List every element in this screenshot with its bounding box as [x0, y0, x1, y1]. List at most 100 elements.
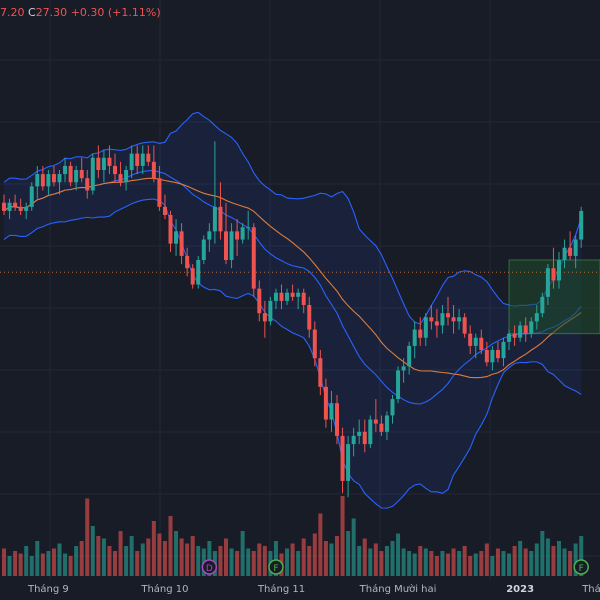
candle-body — [412, 329, 417, 346]
volume-bar — [240, 531, 245, 576]
volume-bar — [412, 553, 417, 576]
volume-bar — [407, 551, 412, 576]
candle-body — [118, 174, 123, 183]
volume-bar — [335, 536, 339, 576]
candle-body — [507, 333, 512, 342]
candle-body — [129, 153, 134, 170]
volume-bar — [479, 551, 484, 576]
candle-body — [357, 431, 362, 436]
volume-bar — [340, 496, 345, 576]
volume-bar — [207, 541, 212, 576]
x-axis-label: Tháng 11 — [257, 583, 305, 595]
volume-bar — [518, 541, 523, 576]
volume-bar — [368, 548, 373, 576]
change-value: +0.30 (+1.11%) — [70, 6, 161, 19]
candle-body — [7, 202, 12, 211]
volume-bar — [346, 531, 351, 576]
candle-body — [379, 423, 384, 432]
volume-bar — [224, 538, 228, 576]
x-axis-label: Tháng — [581, 583, 600, 595]
close-label: C — [28, 6, 36, 19]
bollinger-lower-line — [3, 198, 582, 509]
volume-bar — [57, 543, 62, 576]
candle-body — [301, 292, 306, 305]
candle-body — [346, 444, 351, 481]
candle-body — [457, 317, 462, 322]
candle-body — [68, 165, 73, 183]
volume-bar — [79, 541, 84, 576]
event-marker-label: F — [579, 564, 584, 574]
candle-body — [473, 337, 478, 346]
volume-bar — [13, 551, 18, 576]
candle-body — [246, 227, 251, 229]
candle-body — [57, 174, 62, 183]
x-axis-label: 2023 — [506, 584, 534, 595]
x-axis-label: Tháng 10 — [140, 583, 188, 595]
candle-body — [212, 206, 217, 232]
candle-body — [273, 292, 278, 301]
candle-body — [529, 321, 534, 334]
candle-body — [534, 313, 539, 322]
volume-bar — [351, 518, 356, 576]
candle-body — [101, 157, 106, 170]
volume-bar — [440, 551, 445, 576]
x-axis-label: Tháng 9 — [27, 583, 69, 595]
candle-body — [279, 292, 284, 301]
volume-bar — [373, 543, 378, 576]
volume-bar — [312, 533, 317, 576]
volume-bar — [218, 546, 223, 576]
volume-bar — [512, 546, 517, 576]
candle-body — [285, 292, 290, 301]
candle-body — [196, 260, 201, 285]
candle-body — [124, 170, 129, 183]
candle-body — [96, 157, 101, 170]
volume-bar — [557, 541, 561, 576]
candle-body — [140, 153, 145, 166]
volume-bar — [85, 498, 90, 576]
volume-bar — [579, 536, 584, 576]
candle-body — [495, 350, 500, 359]
candle-body — [512, 333, 517, 338]
candle-body — [312, 329, 317, 359]
candle-body — [351, 435, 356, 445]
candle-body — [418, 329, 423, 338]
volume-bar — [40, 553, 45, 576]
volume-bar — [573, 543, 578, 576]
volume-bar — [174, 531, 179, 576]
event-marker-f — [573, 559, 589, 575]
volume-bar — [462, 546, 467, 576]
bollinger-upper-line — [3, 111, 582, 325]
candle-body — [107, 157, 112, 166]
candle-body — [429, 317, 434, 322]
candle-body — [257, 288, 262, 314]
candle-body — [296, 292, 301, 297]
event-marker-label: F — [273, 564, 278, 574]
candle-body — [40, 174, 45, 187]
candle-body — [318, 358, 323, 387]
volume-bar — [96, 536, 101, 576]
volume-bar — [362, 538, 367, 576]
candle-body — [523, 325, 528, 334]
candle-body — [218, 206, 223, 232]
volume-bar — [523, 548, 528, 576]
volume-bar — [7, 556, 12, 576]
volume-bar — [229, 548, 234, 576]
candle-body — [224, 231, 228, 260]
candle-body — [185, 255, 190, 269]
x-axis-label: Tháng Mười hai — [359, 583, 437, 595]
candle-body — [401, 366, 406, 371]
volume-bar — [529, 551, 534, 576]
candle-body — [368, 419, 373, 445]
bollinger-band-fill — [4, 112, 582, 509]
candle-body — [362, 431, 367, 445]
candle-body — [423, 317, 428, 338]
volume-bar — [379, 551, 384, 576]
volume-bar — [151, 521, 156, 576]
volume-bar — [429, 551, 434, 576]
volume-bar — [107, 546, 112, 576]
volume-bar — [401, 548, 406, 576]
candle-body — [396, 370, 401, 400]
volume-bar — [129, 536, 134, 576]
